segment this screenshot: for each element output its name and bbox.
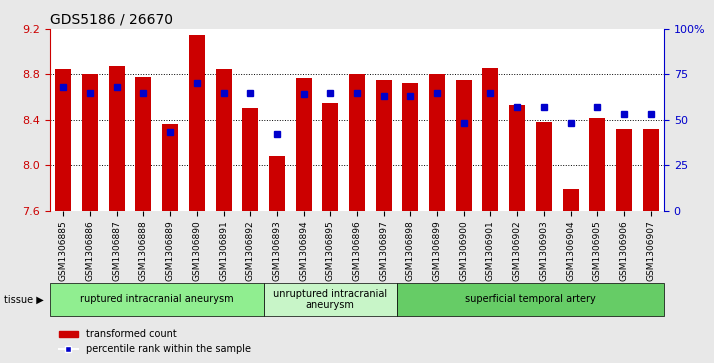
Bar [162,125,178,211]
Text: GDS5186 / 26670: GDS5186 / 26670 [50,12,173,26]
Bar [563,189,578,211]
Bar [536,122,552,211]
Bar [483,68,498,211]
Bar [109,66,125,211]
Bar [216,69,231,211]
Bar [296,78,311,211]
Bar [269,156,285,211]
Bar [429,74,445,211]
Bar [188,35,205,211]
Bar [55,69,71,211]
Bar [349,74,365,211]
Bar [376,80,392,211]
Bar [616,129,632,211]
Bar [643,129,659,211]
Legend: transformed count, percentile rank within the sample: transformed count, percentile rank withi… [55,326,255,358]
Text: ruptured intracranial aneurysm: ruptured intracranial aneurysm [80,294,233,305]
Bar [82,74,98,211]
Bar [242,109,258,211]
Text: unruptured intracranial
aneurysm: unruptured intracranial aneurysm [273,289,388,310]
Text: superficial temporal artery: superficial temporal artery [465,294,596,305]
Bar [322,103,338,211]
Bar [509,105,526,211]
Bar [403,83,418,211]
Text: tissue ▶: tissue ▶ [4,294,44,305]
Bar [589,118,605,211]
Bar [456,80,472,211]
Bar [136,77,151,211]
